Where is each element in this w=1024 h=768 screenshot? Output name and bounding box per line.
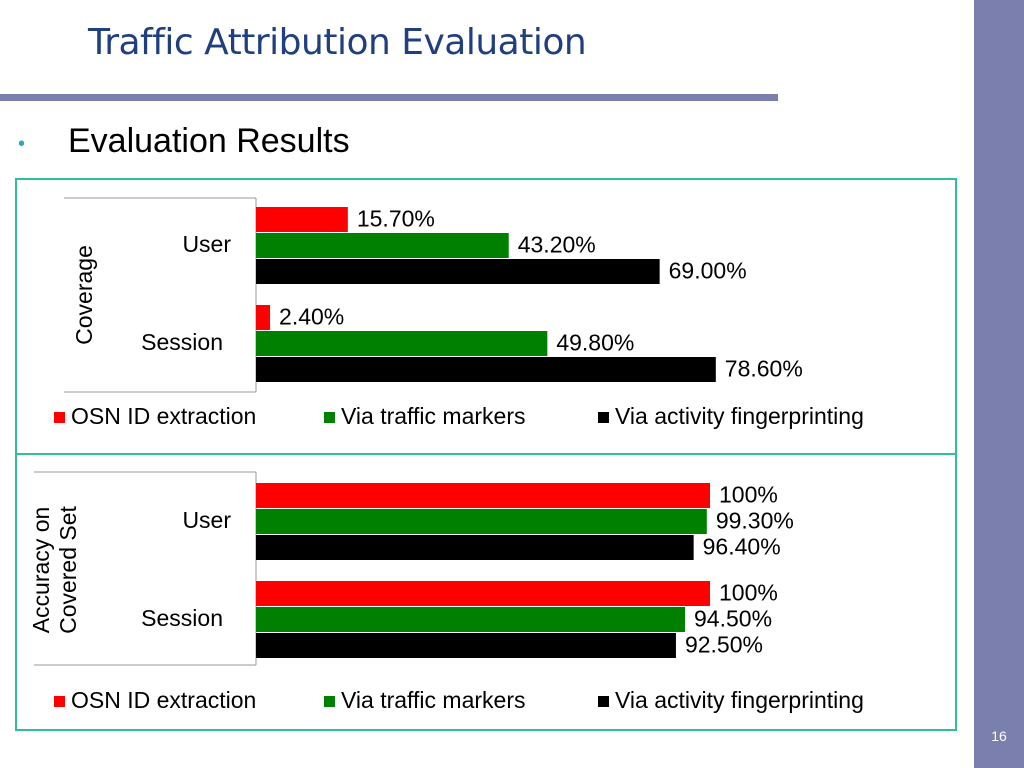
bar-session-series-3 (256, 633, 676, 658)
category-label-user: User (182, 231, 231, 257)
legend-label-1: OSN ID extraction (71, 687, 256, 713)
data-label-user-series-3: 69.00% (669, 258, 747, 284)
data-label-session-series-3: 78.60% (725, 356, 803, 382)
bar-user-series-2 (256, 233, 509, 258)
bar-user-series-2 (256, 509, 707, 534)
chart-divider (15, 453, 957, 455)
legend-label-2: Via traffic markers (341, 403, 525, 429)
bar-user-series-1 (256, 207, 348, 232)
bar-user-series-3 (256, 259, 660, 284)
data-label-session-series-2: 94.50% (694, 606, 772, 632)
data-label-session-series-1: 100% (719, 580, 778, 606)
bar-user-series-3 (256, 535, 694, 560)
category-label-user: User (182, 507, 231, 533)
bar-session-series-3 (256, 357, 716, 382)
legend-swatch-3 (598, 412, 609, 423)
data-label-user-series-1: 15.70% (357, 206, 435, 232)
y-axis-title: Coverage (71, 245, 97, 345)
data-label-user-series-1: 100% (719, 482, 778, 508)
legend-swatch-2 (324, 412, 335, 423)
data-label-session-series-2: 49.80% (556, 330, 634, 356)
bar-session-series-2 (256, 607, 686, 632)
legend-label-1: OSN ID extraction (71, 403, 256, 429)
bar-user-series-1 (256, 483, 710, 508)
page-number: 16 (991, 728, 1007, 744)
legend-label-3: Via activity fingerprinting (615, 403, 864, 429)
legend-label-2: Via traffic markers (341, 687, 525, 713)
slide-title: Traffic Attribution Evaluation (88, 22, 587, 63)
data-label-user-series-2: 43.20% (518, 232, 596, 258)
data-label-session-series-1: 2.40% (279, 304, 344, 330)
bullet-text: Evaluation Results (68, 122, 350, 160)
legend-swatch-1 (54, 696, 65, 707)
bar-session-series-1 (256, 581, 710, 606)
bar-session-series-2 (256, 331, 548, 356)
legend-swatch-3 (598, 696, 609, 707)
legend-swatch-2 (324, 696, 335, 707)
bullet-icon: • (18, 133, 26, 155)
data-label-session-series-3: 92.50% (685, 632, 763, 658)
bar-session-series-1 (256, 305, 271, 330)
category-label-session: Session (141, 329, 223, 355)
title-underline (0, 94, 778, 101)
side-accent-bar (974, 0, 1024, 768)
data-label-user-series-2: 99.30% (716, 508, 794, 534)
legend-label-3: Via activity fingerprinting (615, 687, 864, 713)
data-label-user-series-3: 96.40% (703, 534, 781, 560)
legend-swatch-1 (54, 412, 65, 423)
y-axis-title: Accuracy onCovered Set (28, 505, 81, 633)
category-label-session: Session (141, 605, 223, 631)
